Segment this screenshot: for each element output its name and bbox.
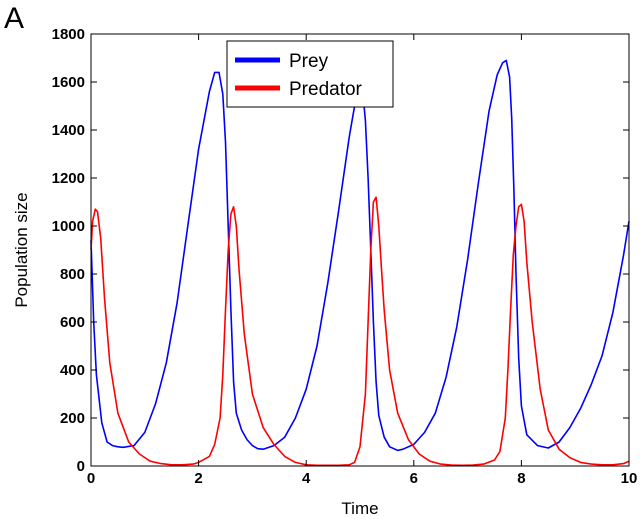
series-line-prey bbox=[90, 59, 630, 452]
y-tick-label: 1200 bbox=[52, 170, 85, 187]
legend-label-prey: Prey bbox=[289, 51, 329, 72]
series-line-predator bbox=[90, 196, 630, 467]
x-axis-label: Time bbox=[341, 499, 378, 518]
x-tick-label: 0 bbox=[87, 470, 95, 487]
x-tick-label: 2 bbox=[194, 470, 202, 487]
y-tick-label: 800 bbox=[60, 266, 85, 283]
y-tick-label: 1000 bbox=[52, 218, 85, 235]
x-tick-label: 8 bbox=[517, 470, 525, 487]
plot-area bbox=[90, 59, 630, 467]
y-tick-label: 400 bbox=[60, 362, 85, 379]
y-tick-label: 1800 bbox=[52, 26, 85, 43]
y-axis-label: Population size bbox=[12, 192, 31, 307]
x-tick-label: 10 bbox=[621, 470, 638, 487]
axes: 0 2 4 6 8 10 0 200 400 600 800 1000 1200 1400 1600 1800 bbox=[52, 26, 638, 487]
y-tick-label: 0 bbox=[77, 458, 85, 475]
axes-box bbox=[90, 33, 630, 467]
y-tick-label: 1400 bbox=[52, 122, 85, 139]
legend: Prey Predator bbox=[226, 40, 394, 108]
x-tick-label: 6 bbox=[410, 470, 418, 487]
panel-letter: A bbox=[4, 2, 24, 35]
legend-box bbox=[226, 40, 394, 108]
x-tick-label: 4 bbox=[302, 470, 311, 487]
legend-label-predator: Predator bbox=[289, 79, 363, 100]
y-tick-label: 600 bbox=[60, 314, 85, 331]
y-tick-label: 200 bbox=[60, 410, 85, 427]
y-tick-label: 1600 bbox=[52, 74, 85, 91]
